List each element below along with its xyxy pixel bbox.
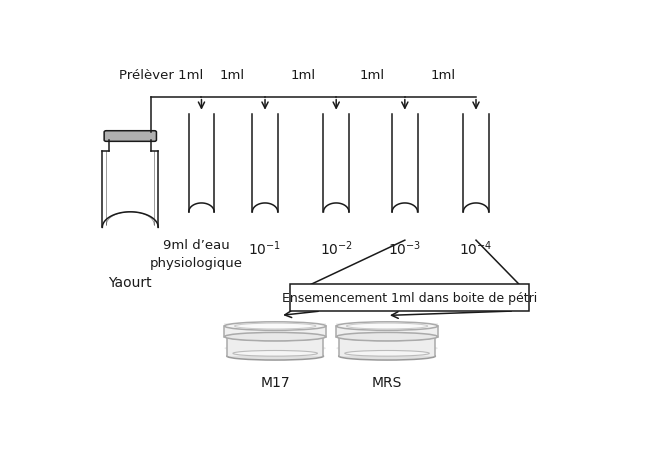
Ellipse shape: [338, 333, 436, 341]
Ellipse shape: [338, 353, 436, 360]
Ellipse shape: [233, 351, 318, 356]
FancyBboxPatch shape: [104, 131, 156, 142]
Text: 1ml: 1ml: [291, 69, 316, 82]
Ellipse shape: [227, 333, 323, 341]
Ellipse shape: [235, 324, 316, 329]
Ellipse shape: [224, 322, 326, 330]
Text: 1ml: 1ml: [219, 69, 245, 82]
Text: Yaourt: Yaourt: [108, 275, 152, 289]
Ellipse shape: [345, 351, 429, 356]
Text: 9ml d’eau
physiologique: 9ml d’eau physiologique: [150, 239, 243, 270]
Text: 1ml: 1ml: [359, 69, 384, 82]
FancyBboxPatch shape: [227, 337, 323, 356]
Ellipse shape: [224, 344, 326, 353]
Text: 10$^{-2}$: 10$^{-2}$: [319, 239, 353, 257]
FancyBboxPatch shape: [338, 337, 436, 356]
Text: 10$^{-3}$: 10$^{-3}$: [388, 239, 422, 257]
Ellipse shape: [224, 333, 326, 341]
FancyBboxPatch shape: [291, 285, 529, 311]
Ellipse shape: [337, 344, 438, 353]
Text: 1ml: 1ml: [430, 69, 455, 82]
FancyBboxPatch shape: [224, 323, 326, 337]
Text: 10$^{-1}$: 10$^{-1}$: [249, 239, 281, 257]
Text: M17: M17: [260, 375, 290, 389]
Text: Prélèver 1ml: Prélèver 1ml: [119, 69, 203, 82]
Text: 10$^{-4}$: 10$^{-4}$: [459, 239, 493, 257]
Ellipse shape: [337, 322, 438, 330]
Text: Ensemencement 1ml dans boite de pétri: Ensemencement 1ml dans boite de pétri: [282, 291, 537, 305]
FancyBboxPatch shape: [337, 323, 438, 337]
Ellipse shape: [227, 353, 323, 360]
Ellipse shape: [337, 333, 438, 341]
Ellipse shape: [346, 324, 428, 329]
Text: MRS: MRS: [372, 375, 402, 389]
